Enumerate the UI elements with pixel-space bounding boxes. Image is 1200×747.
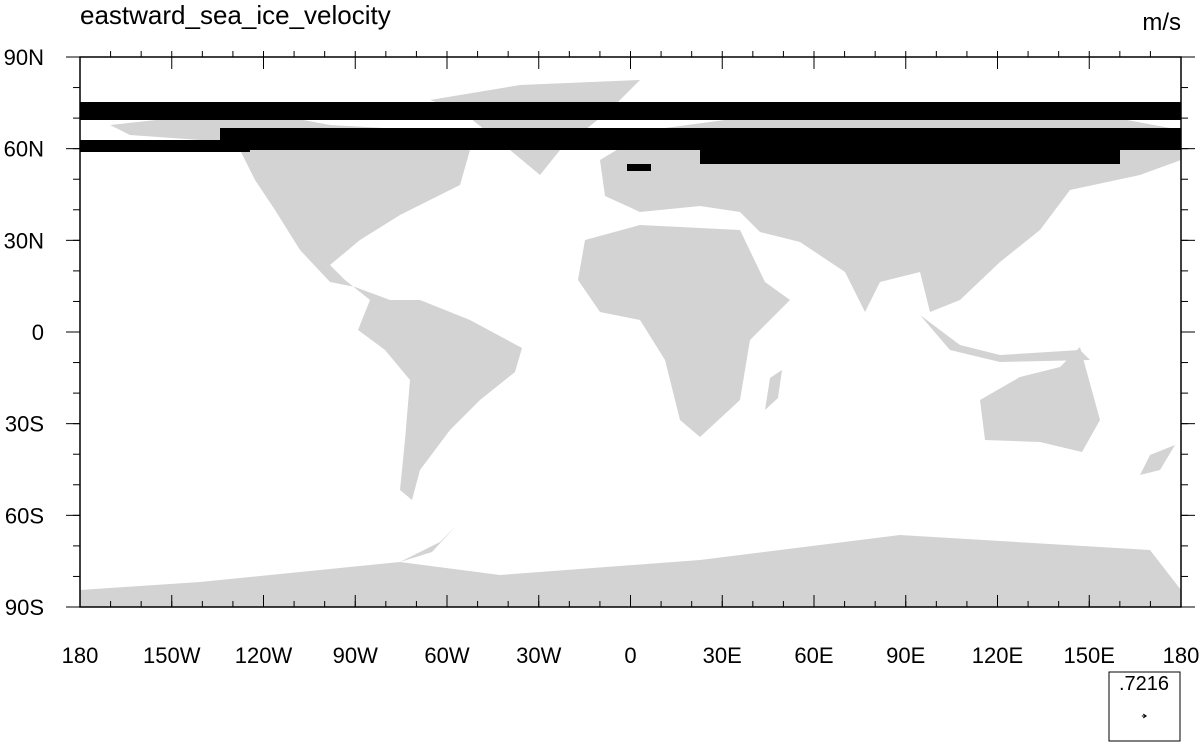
x-tick-label: 120W: [235, 643, 293, 668]
vector-field: [80, 102, 1181, 171]
x-tick-label: 60W: [424, 643, 469, 668]
north-america: [110, 110, 470, 300]
antarctica: [80, 535, 1181, 607]
vector-band: [220, 128, 1181, 150]
x-tick-label: 150E: [1064, 643, 1115, 668]
vector-band: [627, 164, 651, 171]
x-tick-label: 0: [624, 643, 636, 668]
reference-label: .7216: [1119, 673, 1169, 695]
madagascar: [765, 370, 782, 410]
y-tick-label: 90S: [5, 595, 44, 620]
y-tick-label: 60S: [5, 503, 44, 528]
y-tick-label: 0: [32, 320, 44, 345]
south-america: [358, 300, 522, 500]
australia: [980, 347, 1100, 452]
y-tick-label: 30N: [4, 228, 44, 253]
y-tick-label: 60N: [4, 137, 44, 162]
x-tick-label: 30E: [703, 643, 742, 668]
x-tick-label: 90W: [333, 643, 378, 668]
x-tick-label: 60E: [794, 643, 833, 668]
reference-box: [1108, 671, 1181, 742]
x-tick-label: 90E: [886, 643, 925, 668]
vector-band: [80, 140, 250, 152]
indonesia: [920, 315, 1090, 362]
x-tick-label: 180: [1163, 643, 1200, 668]
x-tick-label: 180: [62, 643, 99, 668]
africa: [578, 225, 790, 437]
new-zealand: [1140, 445, 1175, 475]
y-tick-label: 30S: [5, 412, 44, 437]
x-tick-label: 30W: [516, 643, 561, 668]
y-tick-label: 90N: [4, 45, 44, 70]
vector-band: [80, 102, 1181, 120]
x-tick-label: 120E: [972, 643, 1023, 668]
x-tick-label: 150W: [143, 643, 201, 668]
chart-title: eastward_sea_ice_velocity: [80, 0, 391, 30]
antarctic-peninsula: [400, 526, 456, 562]
reference-vector: [1141, 713, 1148, 719]
units: m/s: [1142, 9, 1181, 36]
vector-band: [700, 150, 1120, 164]
